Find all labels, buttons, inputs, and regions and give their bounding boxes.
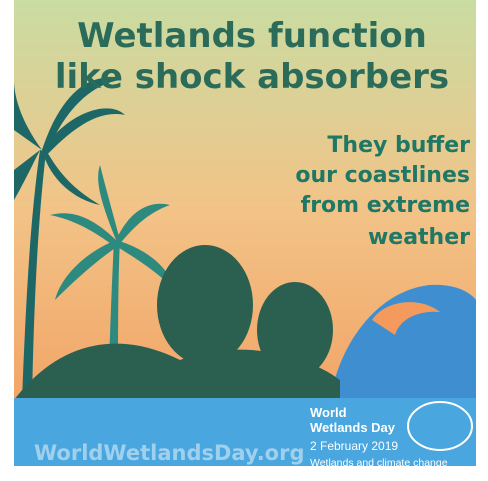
page: {"poster": { "title": ["Wetlands functio…: [0, 0, 488, 481]
message-line: our coastlines: [295, 163, 470, 188]
logo-name: World: [310, 405, 347, 420]
title-line: like shock absorbers: [55, 57, 449, 97]
poster: Wetlands function like shock absorbers T…: [0, 0, 488, 481]
title-line: Wetlands function: [77, 16, 427, 56]
logo-name: Wetlands Day: [310, 420, 396, 435]
logo-date: 2 February 2019: [310, 439, 398, 453]
website: WorldWetlandsDay.org: [34, 441, 305, 465]
logo-theme: Wetlands and climate change: [310, 457, 448, 469]
message-line: weather: [368, 225, 470, 250]
message-line: They buffer: [327, 133, 470, 158]
message-line: from extreme: [301, 193, 470, 218]
